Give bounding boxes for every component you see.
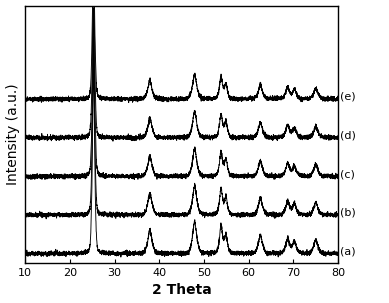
X-axis label: 2 Theta: 2 Theta [152,283,212,298]
Text: (b): (b) [340,208,356,218]
Y-axis label: Intensity (a.u.): Intensity (a.u.) [5,84,19,185]
Text: (d): (d) [340,131,356,141]
Text: (a): (a) [340,246,356,256]
Text: (e): (e) [340,92,356,102]
Text: (c): (c) [340,169,355,179]
